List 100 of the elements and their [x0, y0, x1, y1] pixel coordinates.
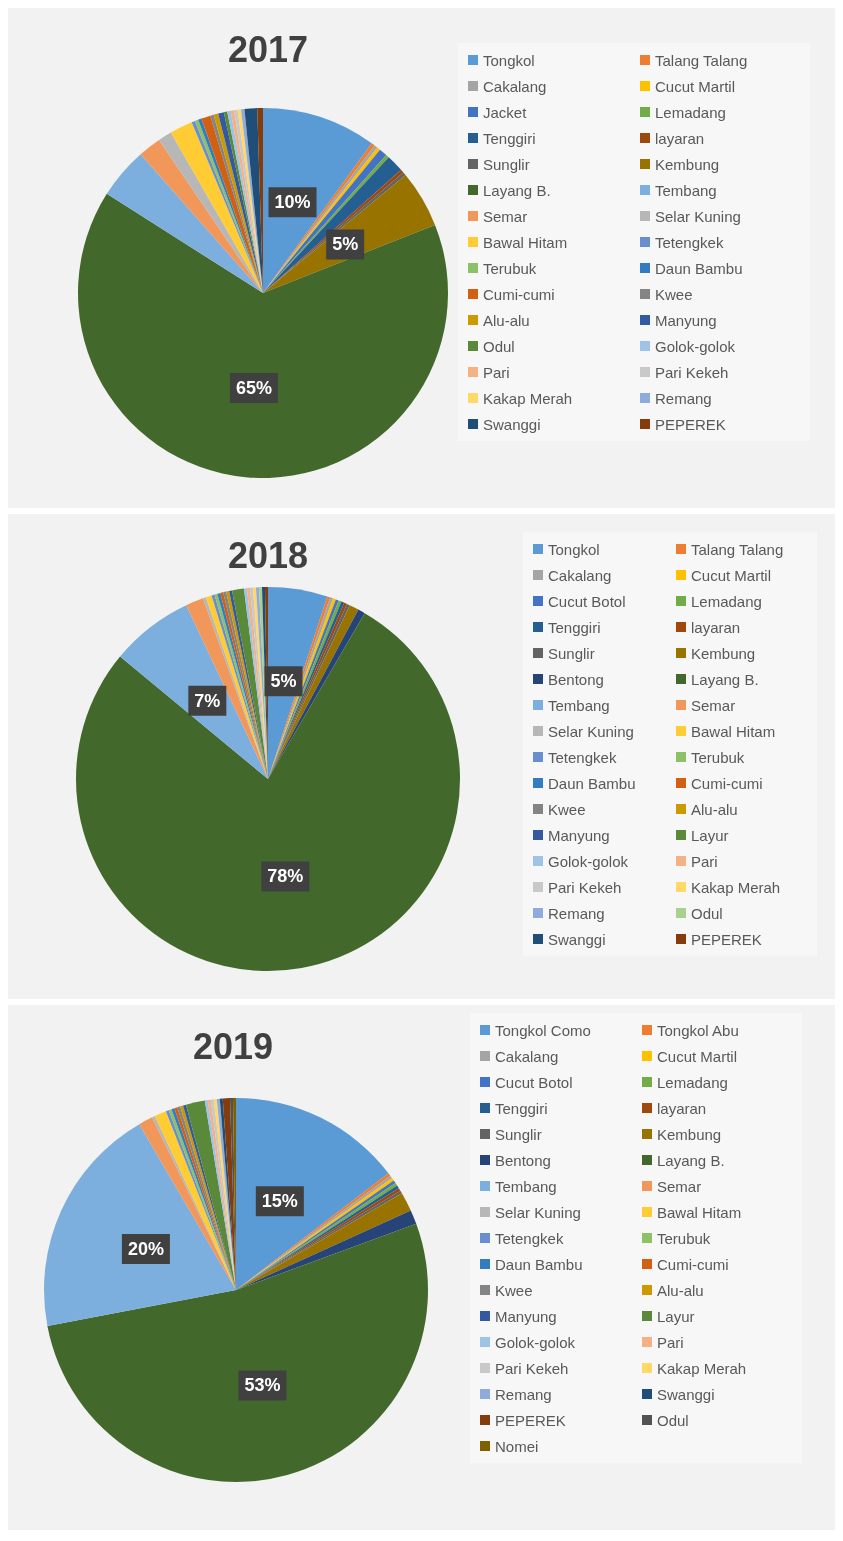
legend-label: Tembang [548, 696, 610, 714]
legend-label: Bawal Hitam [657, 1203, 742, 1221]
text: 2019 [192, 1025, 274, 1067]
data-label: 20% [127, 1238, 164, 1259]
legend-label: Kwee [655, 285, 693, 303]
legend-label: Daun Bambu [495, 1255, 583, 1273]
legend-label: PEPEREK [495, 1411, 566, 1429]
legend-label: Swanggi [548, 930, 606, 948]
legend-label: Bawal Hitam [483, 233, 568, 251]
legend-label: layaran [657, 1099, 707, 1117]
legend-label: Cakalang [483, 77, 547, 95]
legend-label: Odul [483, 337, 515, 355]
legend-label: Lemadang [655, 103, 726, 121]
legend-label: Kembung [657, 1125, 722, 1143]
data-label: 53% [244, 1375, 281, 1396]
legend-label: Daun Bambu [548, 774, 636, 792]
legend-label: Kembung [655, 155, 720, 173]
legend-label: Terubuk [657, 1229, 711, 1247]
legend-label: Cakalang [495, 1047, 559, 1065]
legend-label: Jacket [483, 103, 528, 121]
legend-label: Lemadang [657, 1073, 728, 1091]
data-label: 65% [236, 378, 273, 399]
legend-label: Layang B. [691, 670, 759, 688]
legend-label: Remang [548, 904, 605, 922]
legend-label: Talang Talang [655, 51, 748, 69]
legend-label: Kembung [691, 644, 756, 662]
data-label: 5% [332, 234, 359, 255]
legend-label: Cucut Martil [657, 1047, 738, 1065]
legend-label: Swanggi [483, 415, 541, 433]
legend-label: Odul [691, 904, 723, 922]
legend-label: Tongkol [548, 540, 600, 558]
legend-label: Layur [657, 1307, 695, 1325]
legend-label: Cumi-cumi [691, 774, 763, 792]
legend-label: PEPEREK [691, 930, 762, 948]
legend-label: Kakap Merah [483, 389, 573, 407]
legend-label: layaran [691, 618, 741, 636]
legend-label: Pari Kekeh [495, 1359, 569, 1377]
legend-label: Sunglir [548, 644, 595, 662]
legend-label: Pari [691, 852, 718, 870]
legend-label: Sunglir [495, 1125, 542, 1143]
data-label: 7% [194, 690, 221, 711]
text: 2017 [227, 28, 309, 70]
legend-label: Kwee [495, 1281, 533, 1299]
legend-label: Semar [657, 1177, 702, 1195]
legend-label: Bentong [495, 1151, 551, 1169]
legend-label: Lemadang [691, 592, 762, 610]
legend-label: Tongkol [483, 51, 535, 69]
legend-label: Tenggiri [548, 618, 601, 636]
legend-label: Layur [691, 826, 729, 844]
legend-label: PEPEREK [655, 415, 726, 433]
legend-label: Cumi-cumi [483, 285, 555, 303]
legend-label: Selar Kuning [495, 1203, 581, 1221]
legend-label: Layang B. [483, 181, 551, 199]
legend-label: Cucut Botol [495, 1073, 573, 1091]
legend-label: Alu-alu [483, 311, 530, 329]
legend-label: Tetengkek [495, 1229, 564, 1247]
text: 2018 [227, 534, 309, 576]
legend-label: Kakap Merah [691, 878, 781, 896]
legend-label: Alu-alu [691, 800, 738, 818]
legend-label: Tembang [655, 181, 717, 199]
legend-label: Remang [655, 389, 712, 407]
legend-label: Tembang [495, 1177, 557, 1195]
data-label: 10% [274, 192, 311, 213]
legend-label: Terubuk [691, 748, 745, 766]
legend-label: Swanggi [657, 1385, 715, 1403]
legend-label: Daun Bambu [655, 259, 743, 277]
legend-label: Manyung [495, 1307, 557, 1325]
legend-label: Pari [657, 1333, 684, 1351]
legend-label: Bentong [548, 670, 604, 688]
legend-label: Cumi-cumi [657, 1255, 729, 1273]
legend-label: Remang [495, 1385, 552, 1403]
legend-label: layaran [655, 129, 705, 147]
data-label: 78% [267, 866, 304, 887]
legend-label: Cakalang [548, 566, 612, 584]
legend-label: Selar Kuning [655, 207, 741, 225]
legend-label: Nomei [495, 1437, 539, 1455]
legend-label: Golok-golok [655, 337, 736, 355]
legend-label: Manyung [548, 826, 610, 844]
legend-label: Cucut Martil [655, 77, 736, 95]
legend-label: Tenggiri [483, 129, 536, 147]
legend-label: Cucut Botol [548, 592, 626, 610]
data-label: 5% [270, 671, 297, 692]
legend-label: Semar [483, 207, 528, 225]
legend-label: Pari Kekeh [548, 878, 622, 896]
legend-label: Tongkol Como [495, 1021, 591, 1039]
legend-label: Manyung [655, 311, 717, 329]
legend-label: Kwee [548, 800, 586, 818]
legend-label: Selar Kuning [548, 722, 634, 740]
legend-label: Tenggiri [495, 1099, 548, 1117]
legend-label: Golok-golok [495, 1333, 576, 1351]
legend-label: Sunglir [483, 155, 530, 173]
legend-label: Layang B. [657, 1151, 725, 1169]
legend-label: Cucut Martil [691, 566, 772, 584]
data-label: 15% [261, 1191, 298, 1212]
legend-label: Alu-alu [657, 1281, 704, 1299]
legend-label: Semar [691, 696, 736, 714]
legend-label: Pari [483, 363, 510, 381]
legend-label: Talang Talang [691, 540, 784, 558]
legend-label: Kakap Merah [657, 1359, 747, 1377]
legend-label: Terubuk [483, 259, 537, 277]
